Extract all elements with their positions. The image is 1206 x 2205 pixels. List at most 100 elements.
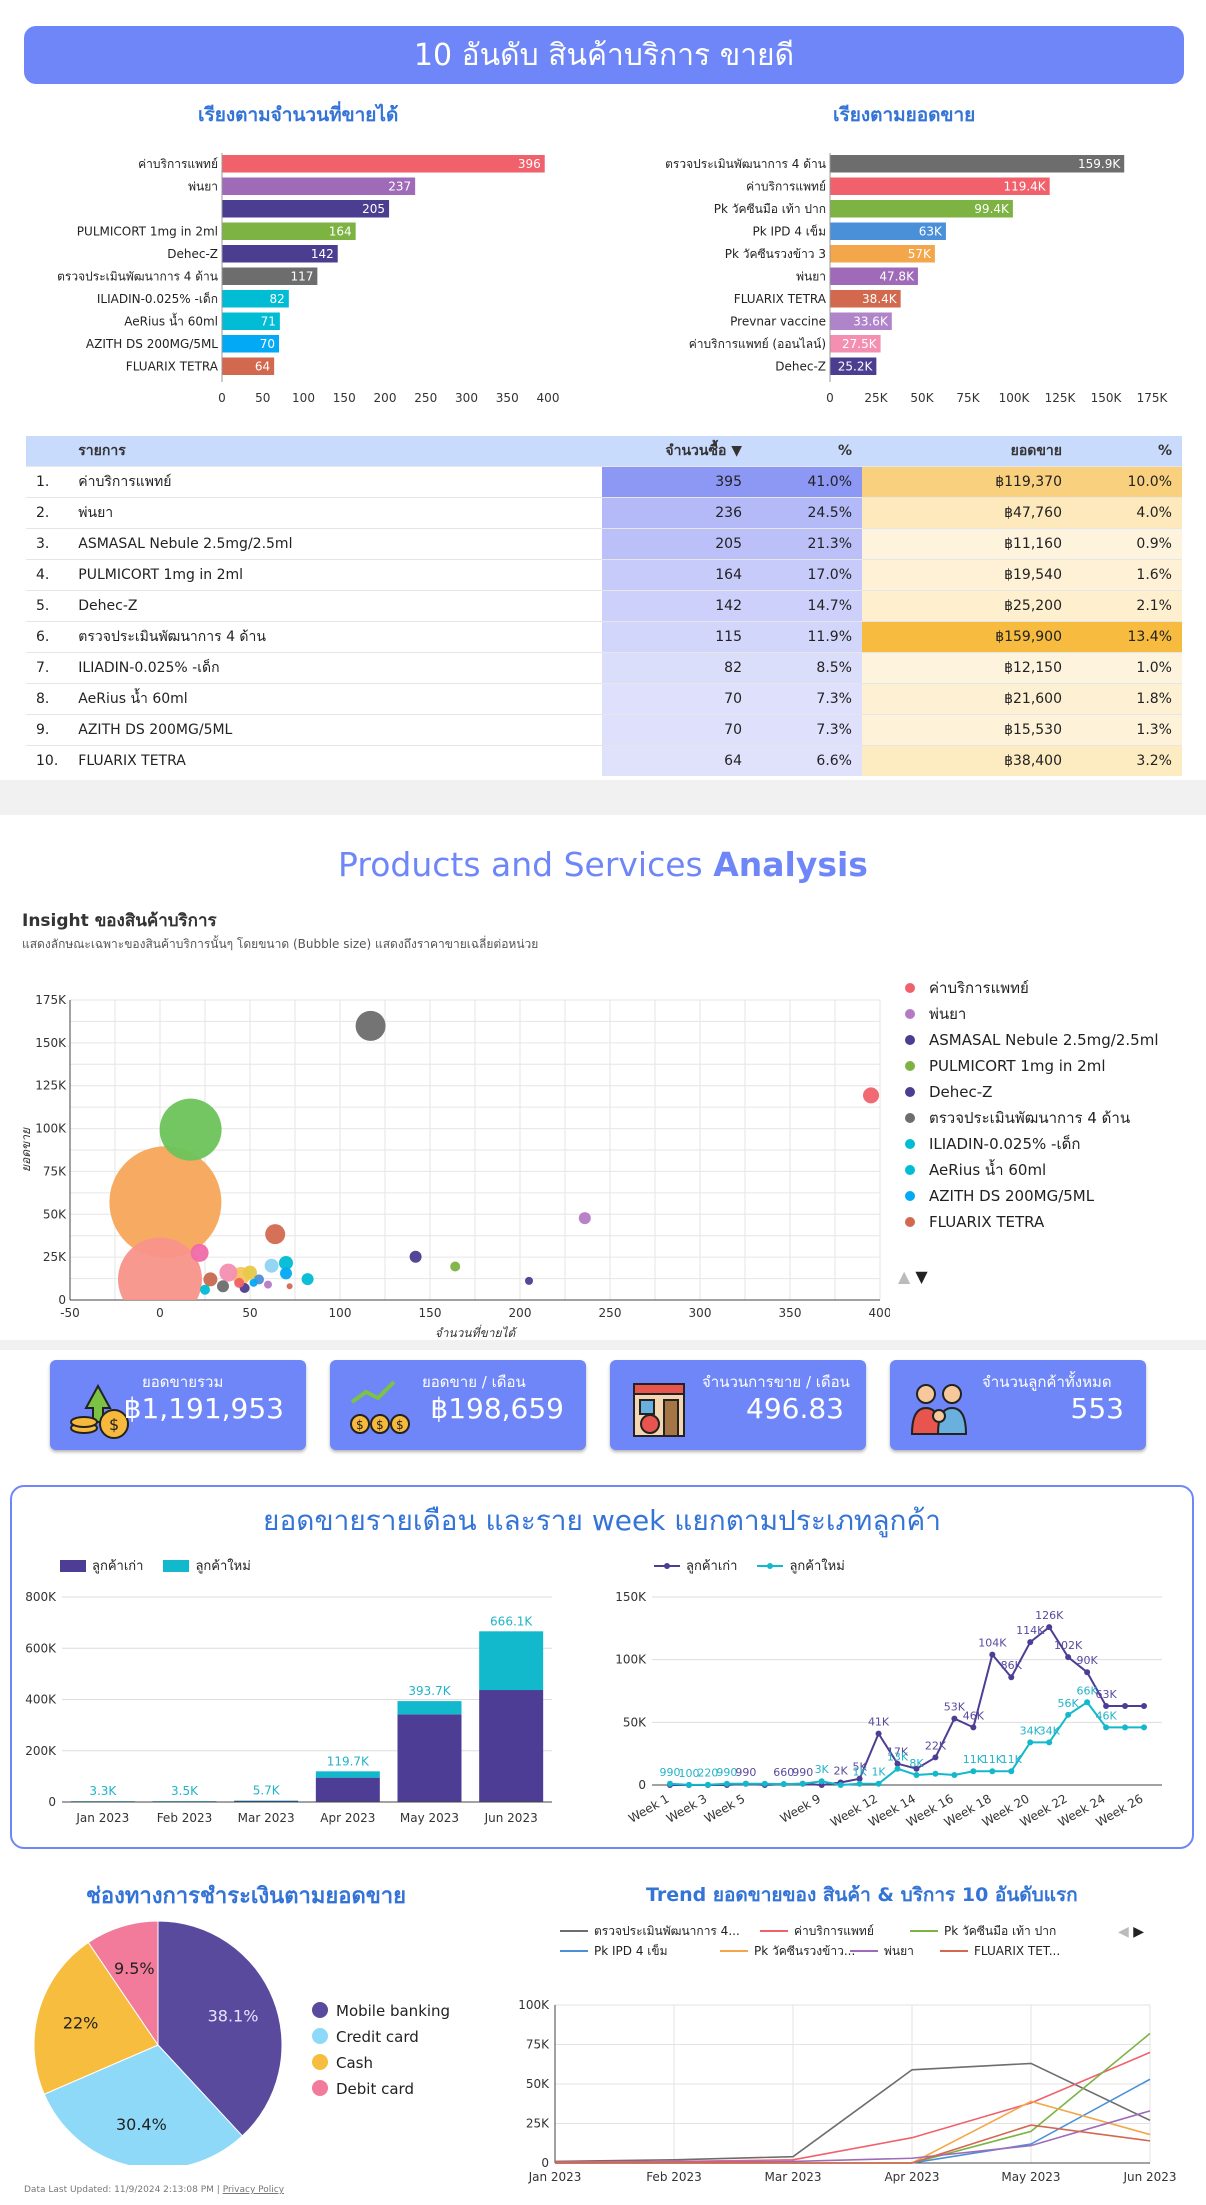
line-point[interactable] — [1065, 1711, 1072, 1718]
sales-bar[interactable] — [830, 267, 918, 286]
line-point[interactable] — [685, 1781, 692, 1788]
line-point[interactable] — [723, 1780, 730, 1787]
line-point[interactable] — [837, 1782, 844, 1788]
trend-legend-label[interactable]: พ่นยา — [884, 1944, 914, 1958]
line-point[interactable] — [818, 1778, 825, 1785]
qty-bar[interactable] — [222, 290, 289, 308]
line-point[interactable] — [856, 1780, 863, 1787]
series-line[interactable] — [669, 1700, 1144, 1787]
pager-up-icon[interactable]: ▲ — [898, 1267, 911, 1286]
bubble-point[interactable] — [190, 1243, 209, 1262]
line-point[interactable] — [704, 1781, 711, 1788]
bubble-point[interactable] — [450, 1261, 461, 1272]
bubble-point[interactable] — [409, 1250, 422, 1263]
col-sales-pct[interactable]: % — [1072, 436, 1182, 467]
stacked-bar-segment[interactable] — [315, 1771, 380, 1778]
line-point[interactable] — [742, 1780, 749, 1787]
trend-series-line[interactable] — [555, 2078, 1151, 2164]
stacked-bar-segment[interactable] — [479, 1690, 544, 1802]
line-point[interactable] — [780, 1781, 787, 1788]
bubble-point[interactable] — [118, 1237, 202, 1321]
col-qty-pct[interactable]: % — [752, 436, 862, 467]
col-item[interactable]: รายการ — [68, 436, 602, 467]
line-point[interactable] — [951, 1771, 958, 1778]
legend-item[interactable]: ตรวจประเมินพัฒนาการ 4 ด้าน — [905, 1105, 1159, 1131]
legend-label[interactable]: Credit card — [336, 2028, 419, 2046]
trend-legend-label[interactable]: ตรวจประเมินพัฒนาการ 4... — [594, 1924, 740, 1938]
line-point[interactable] — [1122, 1724, 1129, 1731]
line-point[interactable] — [989, 1768, 996, 1775]
table-row[interactable]: 2. พ่นยา 236 24.5% ฿47,760 4.0% — [26, 497, 1182, 529]
sales-bar[interactable] — [830, 290, 901, 308]
line-point[interactable] — [1122, 1703, 1129, 1710]
trend-legend-label[interactable]: Pk วัคซีนมือ เท้า ปาก — [944, 1924, 1056, 1938]
sales-bar[interactable] — [830, 200, 1013, 218]
line-point[interactable] — [913, 1765, 920, 1772]
qty-bar[interactable] — [222, 155, 545, 173]
table-row[interactable]: 6. ตรวจประเมินพัฒนาการ 4 ด้าน 115 11.9% ฿159… — [26, 621, 1182, 653]
trend-legend-label[interactable]: ค่าบริการแพทย์ — [794, 1924, 874, 1938]
bubble-point[interactable] — [219, 1263, 238, 1282]
bubble-point[interactable] — [265, 1224, 286, 1245]
line-point[interactable] — [1141, 1703, 1147, 1710]
qty-bar[interactable] — [222, 335, 280, 353]
bubble-point[interactable] — [200, 1284, 210, 1295]
trend-series-line[interactable] — [555, 2100, 1151, 2164]
table-row[interactable]: 8. AeRius น้ำ 60ml 70 7.3% ฿21,600 1.8% — [26, 683, 1182, 715]
sales-bar[interactable] — [830, 357, 877, 376]
line-point[interactable] — [856, 1775, 863, 1782]
privacy-link[interactable]: Privacy Policy — [222, 2185, 285, 2195]
trend-legend-label[interactable]: Pk IPD 4 เข็ม — [594, 1943, 668, 1958]
line-point[interactable] — [1103, 1703, 1110, 1710]
legend-label[interactable]: Cash — [336, 2054, 373, 2072]
table-row[interactable]: 10. FLUARIX TETRA 64 6.6% ฿38,400 3.2% — [26, 745, 1182, 776]
line-point[interactable] — [1141, 1724, 1147, 1731]
qty-bar[interactable] — [222, 200, 390, 218]
table-row[interactable]: 3. ASMASAL Nebule 2.5mg/2.5ml 205 21.3% ฿11,… — [26, 528, 1182, 560]
trend-series-line[interactable] — [554, 2110, 1151, 2164]
legend-label[interactable]: Mobile banking — [336, 2002, 450, 2020]
line-point[interactable] — [932, 1770, 939, 1777]
line-point[interactable] — [1046, 1624, 1053, 1631]
bubble-point[interactable] — [217, 1280, 229, 1293]
trend-series-line[interactable] — [555, 2032, 1151, 2164]
bubble-point[interactable] — [355, 1010, 386, 1041]
table-row[interactable]: 9. AZITH DS 200MG/5ML 70 7.3% ฿15,530 1.3% — [26, 714, 1182, 746]
col-qty[interactable]: จำนวนซื้อ ▼ — [602, 436, 752, 467]
qty-bar[interactable] — [222, 312, 280, 331]
trend-legend-label[interactable]: Pk วัคซีนรวงข้าว... — [754, 1944, 855, 1958]
sales-bar[interactable] — [830, 335, 881, 353]
bubble-point[interactable] — [279, 1255, 293, 1270]
legend-item[interactable]: FLUARIX TETRA — [905, 1209, 1159, 1235]
line-point[interactable] — [970, 1768, 977, 1775]
bubble-point[interactable] — [109, 1146, 222, 1259]
bubble-point[interactable] — [578, 1212, 591, 1225]
qty-bar[interactable] — [222, 222, 356, 241]
line-point[interactable] — [894, 1765, 901, 1772]
line-point[interactable] — [667, 1780, 673, 1787]
bubble-point[interactable] — [249, 1278, 258, 1287]
sales-bar[interactable] — [830, 312, 892, 331]
legend-item[interactable]: AZITH DS 200MG/5ML — [905, 1183, 1159, 1209]
legend-item[interactable]: ILIADIN-0.025% -เด็ก — [905, 1131, 1159, 1157]
trend-series-line[interactable] — [555, 2124, 1151, 2164]
bubble-point[interactable] — [203, 1272, 218, 1287]
stacked-bar-segment[interactable] — [234, 1800, 299, 1802]
qty-bar[interactable] — [222, 177, 416, 196]
line-point[interactable] — [875, 1730, 882, 1737]
qty-bar[interactable] — [222, 357, 275, 376]
bubble-point[interactable] — [264, 1258, 279, 1273]
line-point[interactable] — [932, 1754, 939, 1761]
pager-prev-icon[interactable]: ◀ — [1118, 1924, 1129, 1940]
col-sales[interactable]: ยอดขาย — [862, 436, 1072, 467]
line-point[interactable] — [799, 1780, 806, 1787]
sales-bar[interactable] — [830, 177, 1050, 196]
line-point[interactable] — [1065, 1654, 1072, 1661]
line-point[interactable] — [1084, 1699, 1091, 1706]
line-point[interactable] — [989, 1651, 996, 1658]
stacked-bar-segment[interactable] — [397, 1714, 462, 1802]
legend-label[interactable]: Debit card — [336, 2080, 414, 2098]
line-point[interactable] — [894, 1760, 901, 1767]
pie-slice[interactable] — [43, 2044, 244, 2165]
legend-item[interactable]: PULMICORT 1mg in 2ml — [905, 1053, 1159, 1079]
